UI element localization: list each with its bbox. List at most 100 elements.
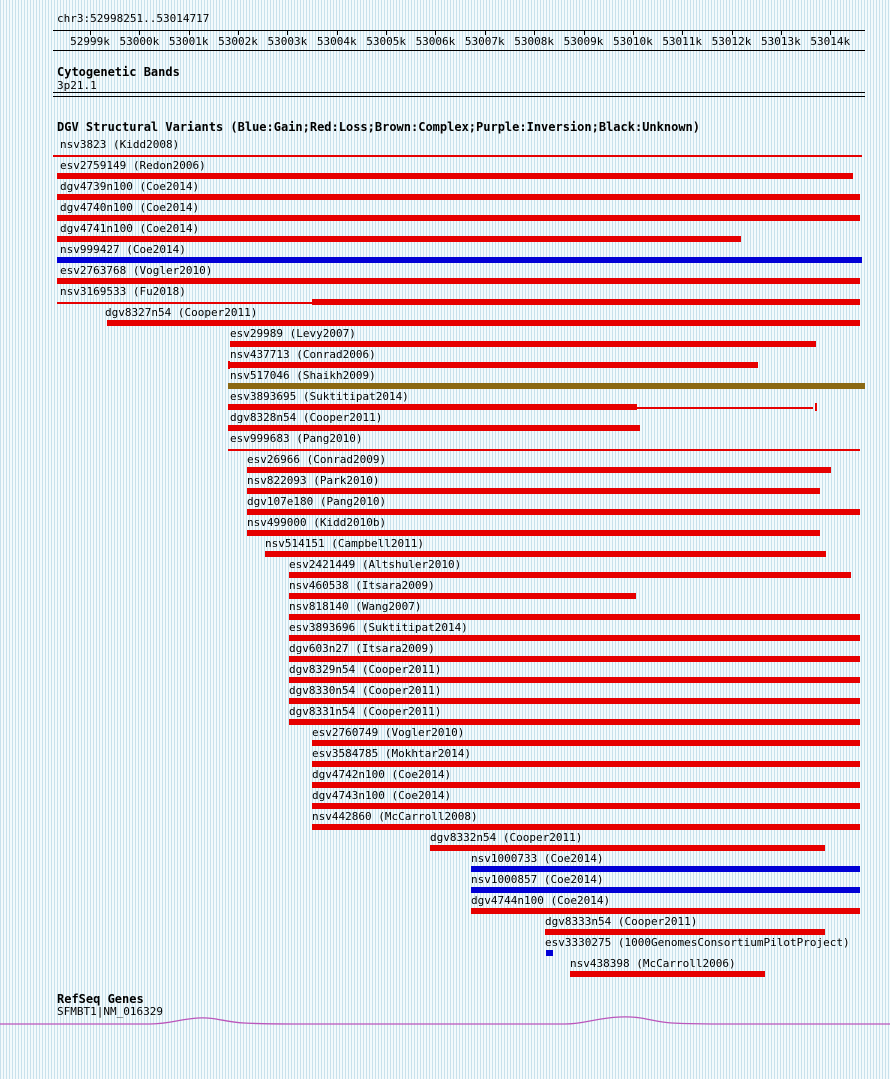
ruler-tick-label: 53007k bbox=[464, 35, 505, 48]
variant-row-esv29989[interactable]: esv29989 (Levy2007) bbox=[0, 328, 890, 349]
variant-label: dgv8327n54 (Cooper2011) bbox=[105, 306, 258, 319]
variant-label: dgv4741n100 (Coe2014) bbox=[60, 222, 200, 235]
variant-row-nsv1000857[interactable]: nsv1000857 (Coe2014) bbox=[0, 874, 890, 895]
ruler-tick-label: 53003k bbox=[267, 35, 308, 48]
variant-bar-segment bbox=[57, 215, 860, 221]
variant-label: nsv999427 (Coe2014) bbox=[60, 243, 186, 256]
variant-row-dgv4744n100[interactable]: dgv4744n100 (Coe2014) bbox=[0, 895, 890, 916]
variant-row-dgv8327n54[interactable]: dgv8327n54 (Cooper2011) bbox=[0, 307, 890, 328]
variant-bar-segment bbox=[228, 404, 637, 410]
variant-row-dgv8329n54[interactable]: dgv8329n54 (Cooper2011) bbox=[0, 664, 890, 685]
variant-row-dgv8333n54[interactable]: dgv8333n54 (Cooper2011) bbox=[0, 916, 890, 937]
variant-row-nsv1000733[interactable]: nsv1000733 (Coe2014) bbox=[0, 853, 890, 874]
variant-bar-segment bbox=[228, 449, 860, 451]
variant-row-nsv438398[interactable]: nsv438398 (McCarroll2006) bbox=[0, 958, 890, 979]
variant-label: nsv438398 (McCarroll2006) bbox=[570, 957, 736, 970]
variant-row-dgv4741n100[interactable]: dgv4741n100 (Coe2014) bbox=[0, 223, 890, 244]
variant-row-esv3330275[interactable]: esv3330275 (1000GenomesConsortiumPilotPr… bbox=[0, 937, 890, 958]
variant-row-dgv8328n54[interactable]: dgv8328n54 (Cooper2011) bbox=[0, 412, 890, 433]
variant-row-nsv437713[interactable]: nsv437713 (Conrad2006) bbox=[0, 349, 890, 370]
variant-row-nsv999427[interactable]: nsv999427 (Coe2014) bbox=[0, 244, 890, 265]
variant-label: esv2763768 (Vogler2010) bbox=[60, 264, 213, 277]
dgv-section-title: DGV Structural Variants (Blue:Gain;Red:L… bbox=[57, 120, 700, 134]
variant-row-dgv107e180[interactable]: dgv107e180 (Pang2010) bbox=[0, 496, 890, 517]
variant-label: esv3330275 (1000GenomesConsortiumPilotPr… bbox=[545, 936, 850, 949]
variant-bar-segment bbox=[570, 971, 765, 977]
variant-label: dgv4739n100 (Coe2014) bbox=[60, 180, 200, 193]
ruler-tick-mark bbox=[139, 30, 141, 35]
variant-row-dgv8330n54[interactable]: dgv8330n54 (Cooper2011) bbox=[0, 685, 890, 706]
variant-row-esv3893696[interactable]: esv3893696 (Suktitipat2014) bbox=[0, 622, 890, 643]
ruler-tick-mark bbox=[386, 30, 388, 35]
variant-row-nsv822093[interactable]: nsv822093 (Park2010) bbox=[0, 475, 890, 496]
variant-row-nsv517046[interactable]: nsv517046 (Shaikh2009) bbox=[0, 370, 890, 391]
variant-row-dgv8332n54[interactable]: dgv8332n54 (Cooper2011) bbox=[0, 832, 890, 853]
variant-row-nsv3169533[interactable]: nsv3169533 (Fu2018) bbox=[0, 286, 890, 307]
variant-bar-segment bbox=[815, 403, 817, 411]
variant-row-dgv4739n100[interactable]: dgv4739n100 (Coe2014) bbox=[0, 181, 890, 202]
ruler-tick-label: 53000k bbox=[119, 35, 160, 48]
variant-bar-segment bbox=[312, 782, 860, 788]
ruler-tick-mark bbox=[336, 30, 338, 35]
variant-bar-segment bbox=[247, 488, 820, 494]
variant-row-esv3584785[interactable]: esv3584785 (Mokhtar2014) bbox=[0, 748, 890, 769]
variant-label: esv3584785 (Mokhtar2014) bbox=[312, 747, 471, 760]
variant-row-esv2763768[interactable]: esv2763768 (Vogler2010) bbox=[0, 265, 890, 286]
ruler-tick-label: 53013k bbox=[761, 35, 801, 48]
variant-label: esv29989 (Levy2007) bbox=[230, 327, 356, 340]
variant-row-esv3893695[interactable]: esv3893695 (Suktitipat2014) bbox=[0, 391, 890, 412]
variant-row-esv2421449[interactable]: esv2421449 (Altshuler2010) bbox=[0, 559, 890, 580]
ruler-tick-label: 53005k bbox=[366, 35, 406, 48]
variant-bar-segment bbox=[230, 341, 816, 347]
variant-bar-segment bbox=[289, 635, 860, 641]
variant-row-nsv818140[interactable]: nsv818140 (Wang2007) bbox=[0, 601, 890, 622]
variant-row-nsv460538[interactable]: nsv460538 (Itsara2009) bbox=[0, 580, 890, 601]
ruler-tick-mark bbox=[90, 30, 91, 35]
variant-row-nsv514151[interactable]: nsv514151 (Campbell2011) bbox=[0, 538, 890, 559]
variant-bar-segment bbox=[312, 803, 860, 809]
variant-label: nsv437713 (Conrad2006) bbox=[230, 348, 376, 361]
ruler-tick-mark bbox=[435, 30, 437, 35]
variant-label: dgv8329n54 (Cooper2011) bbox=[289, 663, 442, 676]
variant-row-esv2760749[interactable]: esv2760749 (Vogler2010) bbox=[0, 727, 890, 748]
variant-row-esv999683[interactable]: esv999683 (Pang2010) bbox=[0, 433, 890, 454]
variant-row-dgv4743n100[interactable]: dgv4743n100 (Coe2014) bbox=[0, 790, 890, 811]
variant-bar-segment bbox=[312, 761, 860, 767]
variant-bar-segment bbox=[53, 155, 862, 157]
variant-label: nsv442860 (McCarroll2008) bbox=[312, 810, 478, 823]
variant-bar-segment bbox=[228, 361, 230, 369]
variant-row-dgv8331n54[interactable]: dgv8331n54 (Cooper2011) bbox=[0, 706, 890, 727]
variant-bar-segment bbox=[312, 299, 860, 305]
ruler-bottom-line bbox=[53, 50, 865, 51]
variant-bar-segment bbox=[57, 257, 862, 263]
variant-row-dgv4742n100[interactable]: dgv4742n100 (Coe2014) bbox=[0, 769, 890, 790]
variant-bar-segment bbox=[471, 887, 860, 893]
ruler-tick-label: 53010k bbox=[612, 35, 653, 48]
variant-label: dgv8332n54 (Cooper2011) bbox=[430, 831, 583, 844]
ruler-axis-line bbox=[53, 30, 865, 31]
variant-label: dgv4742n100 (Coe2014) bbox=[312, 768, 452, 781]
variant-bar-segment bbox=[230, 362, 758, 368]
variant-row-dgv4740n100[interactable]: dgv4740n100 (Coe2014) bbox=[0, 202, 890, 223]
variant-label: dgv8333n54 (Cooper2011) bbox=[545, 915, 698, 928]
ruler-tick-label: 53008k bbox=[514, 35, 555, 48]
variant-label: nsv3823 (Kidd2008) bbox=[60, 138, 180, 151]
variant-label: nsv1000857 (Coe2014) bbox=[471, 873, 604, 886]
ruler-tick-label: 53011k bbox=[662, 35, 703, 48]
variant-row-dgv603n27[interactable]: dgv603n27 (Itsara2009) bbox=[0, 643, 890, 664]
variant-bar-segment bbox=[107, 320, 860, 326]
variant-bar-segment bbox=[637, 407, 813, 409]
variant-row-esv26966[interactable]: esv26966 (Conrad2009) bbox=[0, 454, 890, 475]
variant-row-nsv3823[interactable]: nsv3823 (Kidd2008) bbox=[0, 139, 890, 160]
variant-row-nsv442860[interactable]: nsv442860 (McCarroll2008) bbox=[0, 811, 890, 832]
refseq-gene-label[interactable]: SFMBT1|NM_016329 bbox=[57, 1005, 163, 1018]
variant-row-esv2759149[interactable]: esv2759149 (Redon2006) bbox=[0, 160, 890, 181]
variant-label: esv26966 (Conrad2009) bbox=[247, 453, 387, 466]
variant-row-nsv499000[interactable]: nsv499000 (Kidd2010b) bbox=[0, 517, 890, 538]
ruler-tick-mark bbox=[632, 30, 634, 35]
variant-label: nsv1000733 (Coe2014) bbox=[471, 852, 604, 865]
variant-bar-segment bbox=[265, 551, 826, 557]
ruler-tick-mark bbox=[484, 30, 486, 35]
variant-label: nsv818140 (Wang2007) bbox=[289, 600, 422, 613]
variant-bar-segment bbox=[57, 302, 312, 304]
